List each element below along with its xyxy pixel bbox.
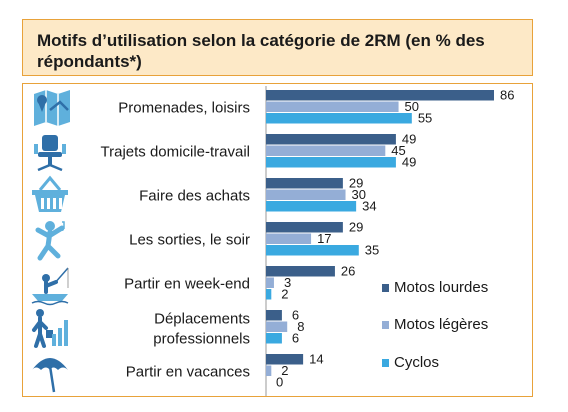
data-label: 30 [352, 187, 366, 202]
category-label: Promenades, loisirs [118, 99, 250, 116]
legend-label: Cyclos [394, 354, 439, 371]
data-label: 14 [309, 352, 323, 367]
chart-title: Motifs d’utilisation selon la catégorie … [37, 31, 485, 71]
data-label: 29 [349, 176, 363, 191]
bar-cyclos-trajets-domicile-travail [266, 157, 396, 168]
bar-motos-legeres-promenades-loisirs [266, 101, 399, 112]
bar-cyclos-promenades-loisirs [266, 113, 412, 124]
legend: Motos lourdes Motos légères Cyclos [382, 279, 488, 371]
data-label: 17 [317, 231, 331, 246]
data-label: 34 [362, 199, 376, 214]
chart-title-box: Motifs d’utilisation selon la catégorie … [22, 19, 533, 76]
bar-motos-lourdes-partir-en-week-end [266, 266, 335, 277]
bar-motos-lourdes-faire-des-achats [266, 178, 343, 189]
category-labels: Promenades, loisirs Trajets domicile-trav… [101, 99, 250, 380]
bar-motos-lourdes-promenades-loisirs [266, 90, 494, 101]
fishing-person-icon [31, 267, 69, 306]
bar-cyclos-faire-des-achats [266, 201, 357, 212]
category-label: Trajets domicile-travail [101, 143, 250, 160]
bar-motos-lourdes-deplacements-professionnels [266, 310, 282, 321]
bar-motos-lourdes-les-sorties-le-soir [266, 222, 343, 233]
bar-cyclos-les-sorties-le-soir [266, 245, 359, 256]
legend-swatch [382, 284, 389, 292]
category-label: Déplacements professionnels [153, 310, 250, 347]
bar-motos-legeres-deplacements-professionnels [266, 321, 288, 332]
data-label: 6 [292, 308, 299, 323]
data-label: 49 [402, 132, 416, 147]
data-label: 86 [500, 88, 514, 103]
bar-motos-lourdes-trajets-domicile-travail [266, 134, 396, 145]
category-label: Les sorties, le soir [129, 231, 250, 248]
data-label: 0 [276, 375, 283, 390]
data-label: 49 [402, 155, 416, 170]
map-icon [34, 90, 70, 126]
office-chair-icon [34, 135, 66, 172]
shopping-basket-icon [32, 175, 68, 212]
legend-swatch [382, 359, 389, 367]
data-label: 29 [349, 220, 363, 235]
legend-swatch [382, 321, 389, 329]
data-label: 50 [405, 99, 419, 114]
bar-motos-lourdes-partir-en-vacances [266, 354, 304, 365]
bar-cyclos-deplacements-professionnels [266, 333, 282, 344]
data-label: 26 [341, 264, 355, 279]
data-label: 55 [418, 111, 432, 126]
legend-label: Motos légères [394, 316, 488, 333]
data-label: 35 [365, 243, 379, 258]
bar-motos-legeres-partir-en-vacances [266, 365, 272, 376]
business-growth-icon [32, 309, 68, 348]
bar-motos-legeres-trajets-domicile-travail [266, 145, 386, 156]
legend-label: Motos lourdes [394, 279, 488, 296]
data-label: 2 [281, 363, 288, 378]
data-label: 3 [284, 275, 291, 290]
data-label: 2 [281, 287, 288, 302]
category-label: Faire des achats [139, 187, 250, 204]
icons-layer [31, 90, 70, 393]
bar-motos-legeres-les-sorties-le-soir [266, 233, 312, 244]
beach-umbrella-icon [32, 358, 68, 393]
category-label: Partir en week-end [124, 275, 250, 292]
bar-motos-legeres-partir-en-week-end [266, 277, 274, 288]
data-label: 45 [391, 143, 405, 158]
data-label: 8 [297, 319, 304, 334]
bar-cyclos-partir-en-week-end [266, 289, 272, 300]
data-label: 6 [292, 331, 299, 346]
bar-motos-legeres-faire-des-achats [266, 189, 346, 200]
category-label: Partir en vacances [126, 363, 250, 380]
dancing-person-icon [35, 221, 65, 261]
